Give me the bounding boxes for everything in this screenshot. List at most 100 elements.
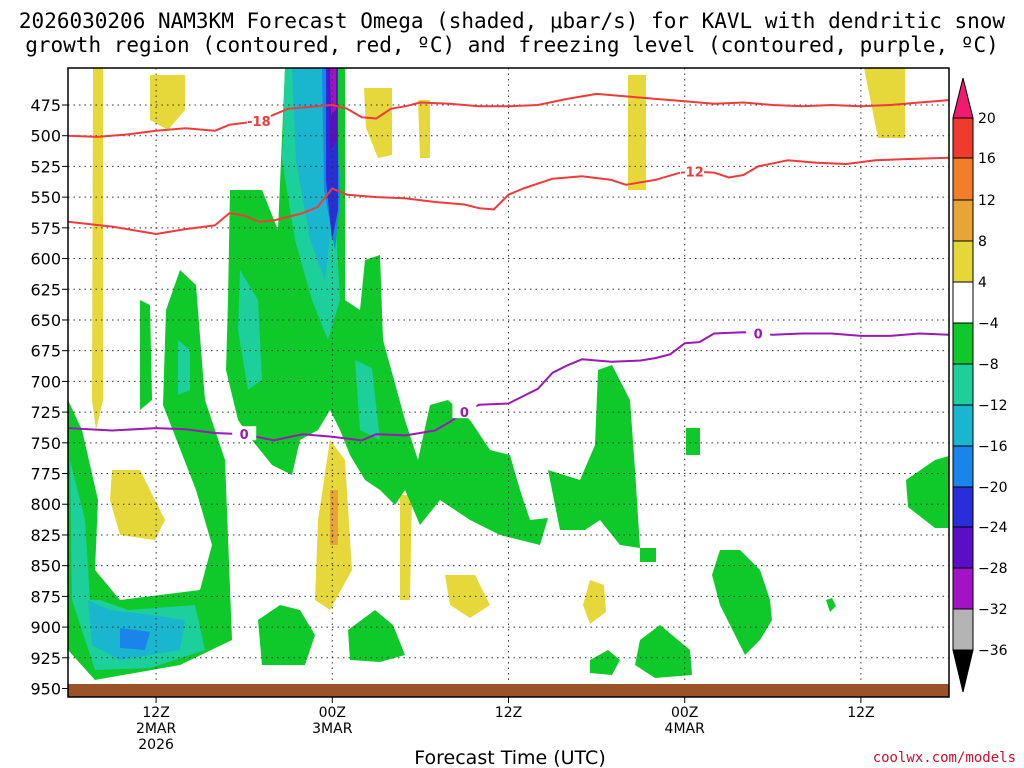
y-tick-label: 850: [30, 557, 61, 576]
colorbar-swatch: [952, 322, 974, 365]
contour-minus12C: [67, 156, 950, 235]
colorbar-swatch: [952, 363, 974, 406]
contour-label-bg: [246, 112, 271, 127]
contour-label-bg: [232, 426, 257, 441]
colorbar-top-arrow: [952, 77, 974, 119]
omega-orange-region: [330, 490, 338, 545]
contour-label: -18: [247, 115, 271, 130]
x-tick-label: 3MAR: [312, 721, 353, 737]
omega-yellow-region: [92, 68, 103, 430]
colorbar-level-label: 12: [978, 193, 996, 209]
contour-label: 0: [754, 327, 763, 342]
x-axis-label: Forecast Time (UTC): [414, 747, 605, 768]
omega-green-region: [712, 550, 772, 655]
contour-label: -12: [680, 166, 704, 181]
colorbar: 20 16 12 8 4 −4 −8 −12 −16 −20 −24 −28 −32 −36: [952, 77, 1008, 693]
x-tick-label: 00Z: [671, 705, 698, 721]
omega-cyan-region: [292, 68, 332, 280]
x-tick-label: 2026: [138, 737, 174, 753]
omega-green-region: [258, 605, 315, 665]
omega-shading: [68, 68, 949, 680]
x-tick-label: 4MAR: [665, 721, 706, 737]
x-tick-label: 12Z: [847, 705, 874, 721]
colorbar-swatch: [952, 608, 974, 651]
contour-label: 0: [460, 406, 469, 421]
y-tick-label: 675: [30, 342, 61, 361]
colorbar-swatch: [952, 445, 974, 488]
y-tick-label: 600: [30, 250, 61, 269]
y-axis: 475 500 525 550 575 600 625 650 675 700 725 750 775 8…: [30, 96, 68, 699]
y-tick-label: 525: [30, 157, 61, 176]
y-tick-label: 725: [30, 403, 61, 422]
colorbar-level-label: −36: [978, 643, 1008, 659]
ground-surface: [68, 684, 949, 697]
y-tick-label: 750: [30, 434, 61, 453]
x-tick-label: 00Z: [319, 705, 346, 721]
colorbar-level-label: −24: [978, 520, 1008, 536]
x-tick-label: 12Z: [495, 705, 522, 721]
colorbar-level-label: −8: [978, 357, 999, 373]
contour-label-bg: [746, 325, 771, 340]
y-tick-label: 825: [30, 526, 61, 545]
colorbar-level-label: −20: [978, 480, 1008, 496]
y-tick-label: 800: [30, 495, 61, 514]
contour-minus18C: [67, 92, 950, 138]
y-tick-label: 925: [30, 649, 61, 668]
colorbar-swatch: [952, 117, 974, 159]
omega-yellow-region: [864, 68, 905, 138]
omega-green-region: [140, 300, 152, 410]
omega-yellow-region: [583, 580, 606, 624]
y-tick-label: 875: [30, 587, 61, 606]
omega-teal-region: [238, 270, 262, 390]
x-tick-label: 12Z: [142, 705, 169, 721]
colorbar-level-label: −32: [978, 602, 1008, 618]
title-line-2: growth region (contoured, red, ºC) and f…: [25, 33, 999, 57]
omega-green-region: [635, 625, 692, 678]
colorbar-swatch: [952, 404, 974, 447]
chart-title: 2026030206 NAM3KM Forecast Omega (shaded…: [19, 9, 1006, 57]
omega-violet-region: [330, 68, 336, 115]
colorbar-swatch: [952, 567, 974, 610]
temperature-contours: -18 -12 0 0 0: [67, 92, 950, 443]
y-tick-label: 950: [30, 680, 61, 699]
y-tick-label: 650: [30, 311, 61, 330]
colorbar-swatch: [952, 526, 974, 569]
colorbar-level-label: 8: [978, 234, 987, 250]
colorbar-level-label: 20: [978, 111, 996, 127]
omega-yellow-region: [110, 470, 165, 540]
omega-green-region: [640, 548, 656, 562]
omega-green-region: [548, 365, 640, 548]
colorbar-swatch: [952, 281, 974, 324]
omega-teal-region: [355, 360, 380, 440]
y-tick-label: 775: [30, 465, 61, 484]
y-tick-label: 500: [30, 127, 61, 146]
colorbar-swatch: [952, 240, 974, 283]
omega-green-region: [348, 610, 405, 662]
omega-yellow-region: [400, 495, 412, 600]
y-tick-label: 625: [30, 280, 61, 299]
y-tick-label: 475: [30, 96, 61, 115]
omega-green-region: [686, 428, 700, 455]
omega-lightblue-region: [120, 628, 150, 650]
contour-freezing_0C: [67, 331, 950, 442]
contour-label: 0: [240, 428, 249, 443]
colorbar-swatch: [952, 486, 974, 528]
colorbar-bottom-arrow: [952, 649, 974, 693]
colorbar-level-label: 16: [978, 151, 996, 167]
colorbar-swatch: [952, 157, 974, 201]
omega-yellow-region: [150, 75, 185, 130]
y-tick-label: 700: [30, 372, 61, 391]
y-tick-label: 900: [30, 618, 61, 637]
omega-cyan-region: [88, 600, 185, 660]
contour-label-bg: [680, 163, 705, 178]
omega-teal-region: [178, 340, 190, 395]
contour-label-bg: [452, 404, 477, 419]
x-tick-label: 2MAR: [136, 721, 177, 737]
omega-green-region: [826, 598, 836, 612]
omega-yellow-region: [445, 575, 490, 618]
watermark: coolwx.com/models: [873, 750, 1016, 766]
colorbar-level-label: −4: [978, 316, 999, 332]
y-tick-label: 575: [30, 219, 61, 238]
